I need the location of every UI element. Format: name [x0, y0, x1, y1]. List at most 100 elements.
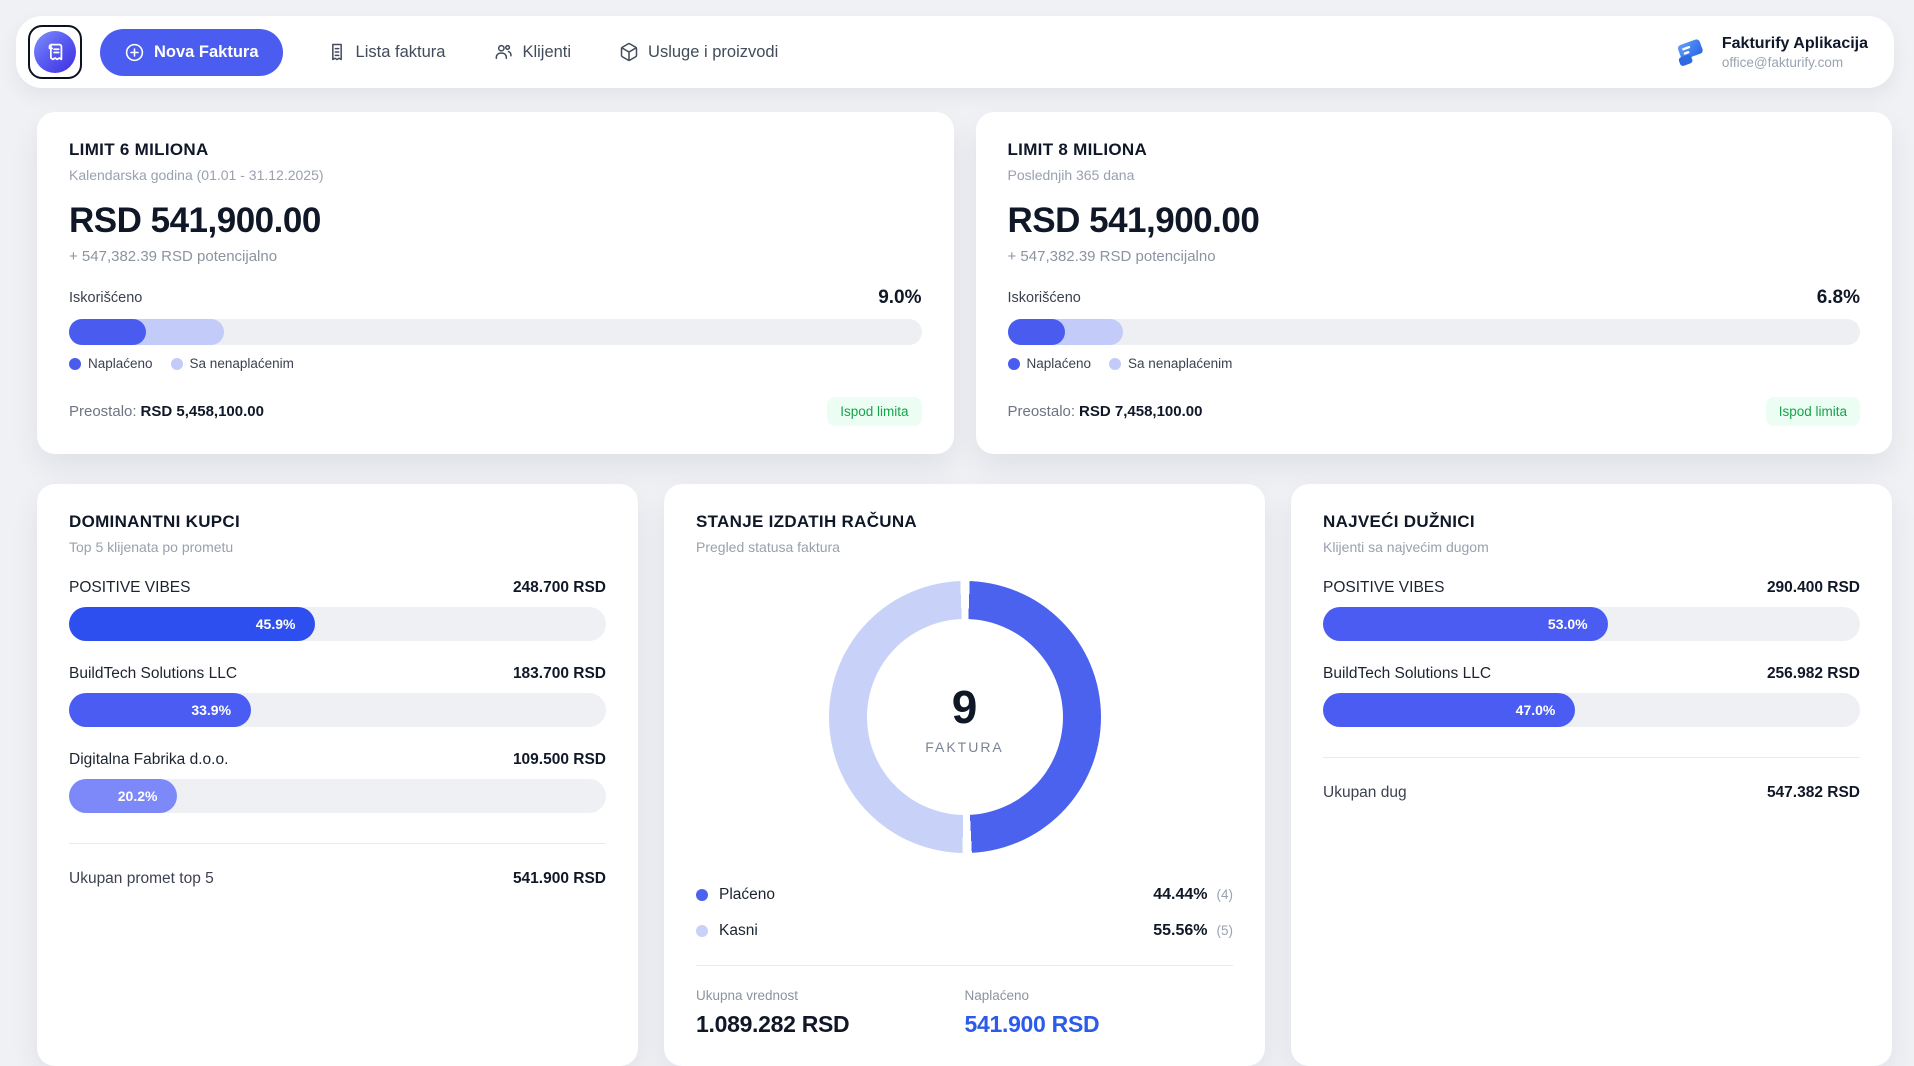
top-clients-card: DOMINANTNI KUPCI Top 5 klijenata po prom…	[37, 484, 638, 1066]
user-name: Fakturify Aplikacija	[1721, 34, 1868, 52]
card-title: DOMINANTNI KUPCI	[69, 512, 241, 531]
nav-items: Lista faktura Klijenti Uslu	[327, 42, 778, 62]
total-label: Ukupan promet top 5	[69, 870, 214, 887]
client-name: Digitalna Fabrika d.o.o.	[69, 751, 229, 768]
card-title: NAJVEĆI DUŽNICI	[1323, 512, 1475, 531]
late-dot	[696, 925, 708, 937]
unpaid-dot	[170, 357, 183, 370]
paid-dot	[696, 889, 708, 901]
client-bar-percentage: 20.2%	[117, 788, 158, 804]
card-title: LIMIT 6 MILIONA	[69, 140, 209, 159]
used-percentage: 9.0%	[878, 287, 922, 308]
legend-label: Naplaćeno	[88, 356, 153, 371]
receipt-icon	[44, 41, 66, 63]
client-bar: 33.9%	[69, 693, 606, 727]
legend-label: Sa nenaplaćenim	[189, 356, 294, 371]
donut-center: 9 FAKTURA	[866, 619, 1063, 815]
debtor-row: BuildTech Solutions LLC 256.982 RSD 47.0…	[1323, 665, 1860, 727]
collected-amount: 541.900 RSD	[964, 1011, 1100, 1037]
debtor-bar-percentage: 53.0%	[1547, 616, 1588, 632]
total-value-label: Ukupna vrednost	[696, 988, 799, 1003]
limit-amount: RSD 541,900.00	[1007, 201, 1260, 240]
nav-item-label: Klijenti	[522, 42, 572, 61]
progress-fill-paid	[69, 319, 146, 345]
debtor-name: BuildTech Solutions LLC	[1323, 665, 1492, 682]
card-title: STANJE IZDATIH RAČUNA	[696, 512, 917, 531]
client-bar: 45.9%	[69, 607, 606, 641]
legend-row-kasni: Kasni 55.56% (5)	[696, 913, 1233, 949]
client-row: Digitalna Fabrika d.o.o. 109.500 RSD 20.…	[69, 751, 606, 813]
collected-label: Naplaćeno	[964, 988, 1030, 1003]
nav-item-label: Usluge i proizvodi	[648, 42, 779, 61]
progress-legend: Naplaćeno Sa nenaplaćenim	[69, 356, 922, 371]
client-amount: 248.700 RSD	[512, 579, 606, 596]
paid-dot	[69, 357, 81, 370]
client-name: BuildTech Solutions LLC	[69, 665, 238, 682]
nav-item-klijenti[interactable]: Klijenti	[493, 42, 571, 62]
total-debt-value: 547.382 RSD	[1766, 784, 1860, 801]
paid-percentage: 44.44%	[1153, 886, 1208, 903]
debtor-bar: 53.0%	[1323, 607, 1860, 641]
client-bar-percentage: 33.9%	[191, 702, 232, 718]
invoice-status-donut-chart: 9 FAKTURA	[828, 581, 1101, 853]
debtor-bar-fill: 47.0%	[1323, 693, 1576, 727]
client-row: POSITIVE VIBES 248.700 RSD 45.9%	[69, 579, 606, 641]
invoice-status-footer: Ukupna vrednost 1.089.282 RSD Naplaćeno …	[696, 965, 1233, 1038]
app-logo-button[interactable]	[28, 25, 82, 79]
used-percentage: 6.8%	[1816, 287, 1860, 308]
limit-card-8m: LIMIT 8 MILIONA Poslednjih 365 dana RSD …	[975, 112, 1892, 454]
debtor-bar: 47.0%	[1323, 693, 1860, 727]
client-name: POSITIVE VIBES	[69, 579, 191, 596]
card-subtitle: Top 5 klijenata po prometu	[69, 539, 234, 555]
card-subtitle: Kalendarska godina (01.01 - 31.12.2025)	[69, 167, 324, 183]
card-subtitle: Klijenti sa najvećim dugom	[1323, 539, 1489, 555]
card-title: LIMIT 8 MILIONA	[1007, 140, 1148, 159]
analytics-cards-row: DOMINANTNI KUPCI Top 5 klijenata po prom…	[37, 484, 1892, 1066]
nav-item-usluge-i-proizvodi[interactable]: Usluge i proizvodi	[619, 42, 778, 62]
status-badge: Ispod limita	[827, 397, 922, 426]
debtor-amount: 256.982 RSD	[1766, 665, 1860, 682]
client-bar: 20.2%	[69, 779, 606, 813]
user-profile[interactable]: Fakturify Aplikacija office@fakturify.co…	[1670, 32, 1868, 72]
nav-item-label: Lista faktura	[355, 42, 446, 61]
legend-row-placeno: Plaćeno 44.44% (4)	[696, 877, 1233, 913]
invoice-count-caption: FAKTURA	[925, 738, 1004, 755]
limit-progress-bar	[69, 319, 922, 345]
late-percentage: 55.56%	[1153, 922, 1208, 939]
remaining-value: RSD 5,458,100.00	[140, 403, 264, 420]
app-logo	[34, 31, 76, 73]
card-subtitle: Poslednjih 365 dana	[1007, 167, 1135, 183]
used-label: Iskorišćeno	[69, 290, 143, 306]
client-bar-fill: 20.2%	[69, 779, 178, 813]
top-debtors-card: NAJVEĆI DUŽNICI Klijenti sa najvećim dug…	[1291, 484, 1892, 1066]
total-value: 541.900 RSD	[512, 870, 606, 887]
divider	[1323, 757, 1860, 758]
limit-progress-bar	[1007, 319, 1860, 345]
limit-cards-row: LIMIT 6 MILIONA Kalendarska godina (01.0…	[37, 112, 1892, 454]
client-bar-fill: 45.9%	[69, 607, 316, 641]
debtor-bar-percentage: 47.0%	[1515, 702, 1556, 718]
fakturify-logo-icon	[1670, 32, 1710, 72]
donut-legend: Plaćeno 44.44% (4) Kasni 55.56% (5)	[696, 877, 1233, 949]
top-navigation: Nova Faktura Lista faktura	[16, 16, 1894, 88]
total-value-amount: 1.089.282 RSD	[696, 1011, 850, 1037]
new-invoice-button[interactable]: Nova Faktura	[100, 28, 283, 76]
limit-potential: + 547,382.39 RSD potencijalno	[69, 248, 278, 265]
invoice-count: 9	[951, 680, 978, 733]
limit-card-6m: LIMIT 6 MILIONA Kalendarska godina (01.0…	[37, 112, 954, 454]
user-email: office@fakturify.com	[1721, 54, 1844, 70]
invoice-list-icon	[327, 42, 347, 62]
legend-label: Naplaćeno	[1026, 356, 1092, 371]
paid-count: (4)	[1216, 887, 1234, 902]
limit-amount: RSD 541,900.00	[69, 201, 321, 240]
client-bar-percentage: 45.9%	[255, 616, 296, 632]
card-subtitle: Pregled statusa faktura	[696, 539, 840, 555]
nav-item-lista-faktura[interactable]: Lista faktura	[327, 42, 446, 62]
new-invoice-label: Nova Faktura	[154, 42, 259, 61]
debtor-amount: 290.400 RSD	[1766, 579, 1860, 596]
users-icon	[493, 42, 513, 62]
package-icon	[619, 42, 639, 62]
progress-legend: Naplaćeno Sa nenaplaćenim	[1007, 356, 1861, 371]
debtor-name: POSITIVE VIBES	[1323, 579, 1445, 596]
remaining-value: RSD 7,458,100.00	[1079, 403, 1203, 420]
